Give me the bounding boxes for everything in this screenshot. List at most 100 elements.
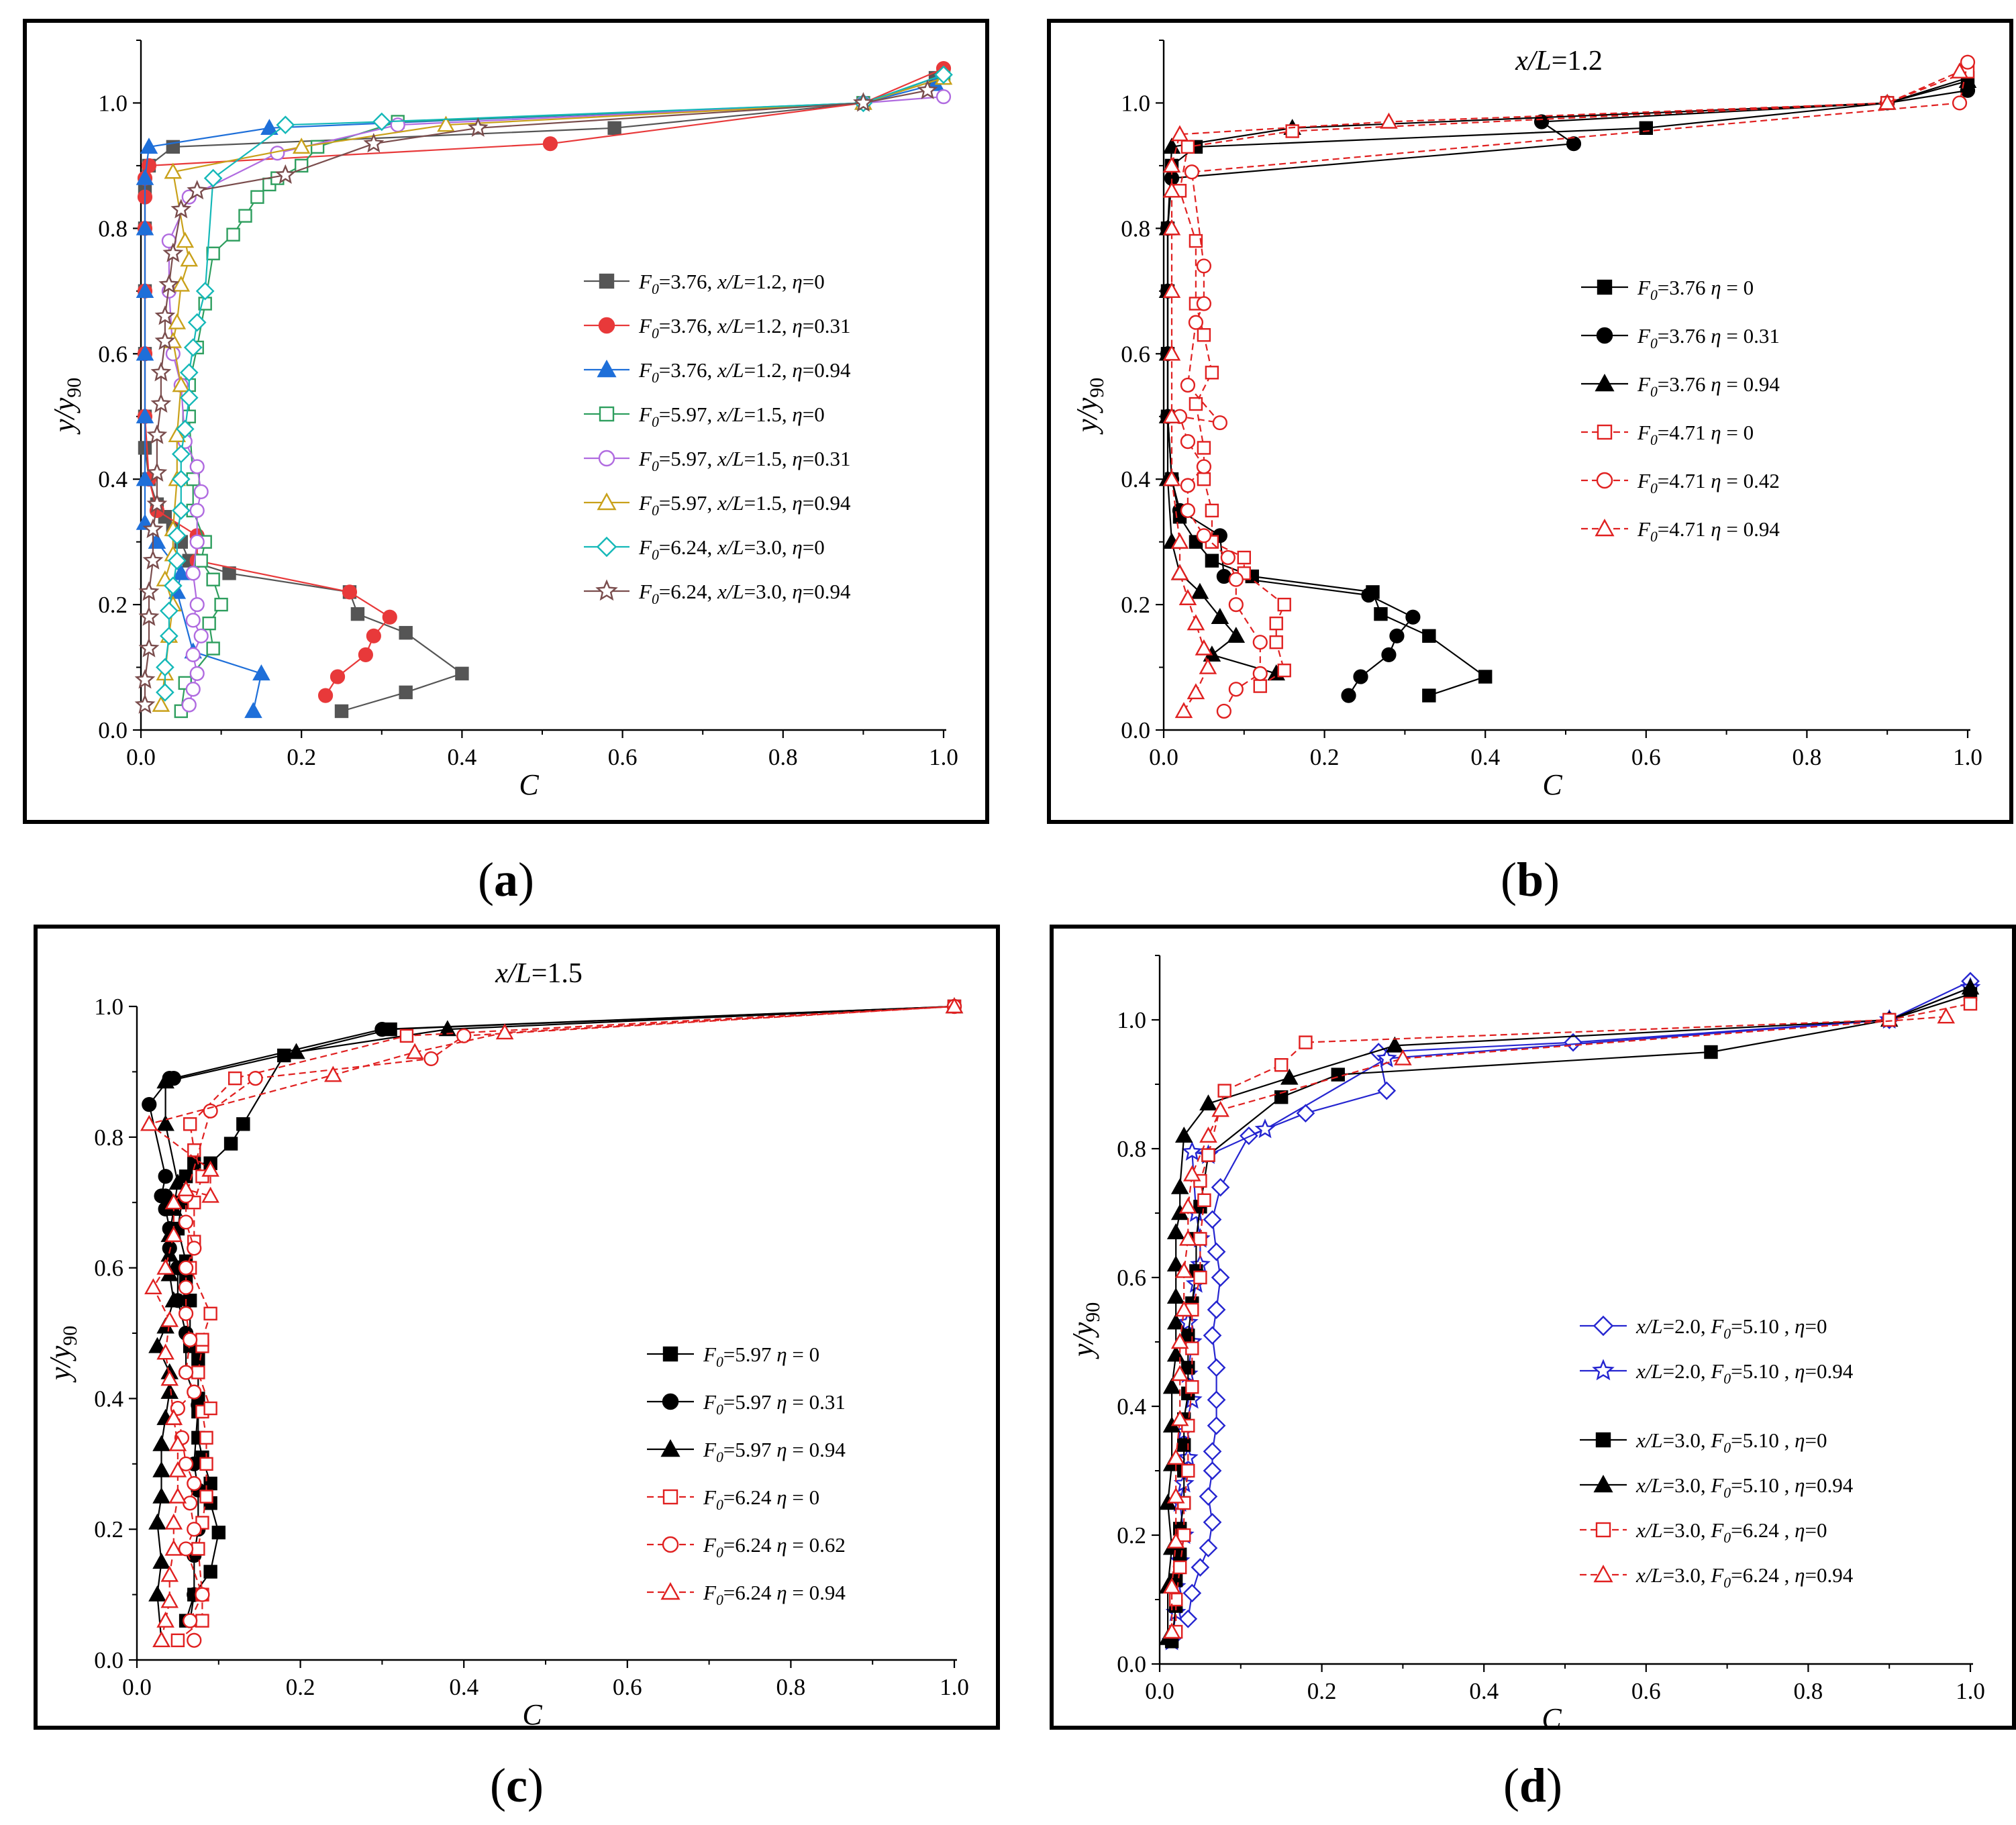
data-point [152, 1461, 170, 1477]
legend-marker [599, 273, 615, 289]
data-point [1566, 136, 1582, 152]
data-point [178, 1365, 194, 1380]
data-point [1178, 1229, 1197, 1246]
legend-label: F0=5.97 η = 0.94 [703, 1438, 846, 1465]
data-point [134, 669, 156, 689]
x-tick-label: 0.2 [1310, 744, 1340, 770]
data-point [1207, 1416, 1226, 1435]
data-point [156, 1343, 174, 1360]
series-4 [1172, 64, 1975, 693]
data-point [1162, 407, 1181, 423]
data-point [185, 566, 201, 581]
legend-label: F0=6.24 η = 0 [703, 1485, 819, 1513]
legend-label: F0=5.97, x/L=1.5, η=0.31 [638, 447, 851, 474]
series-7 [156, 65, 953, 702]
data-point [134, 694, 156, 714]
series-8 [134, 79, 938, 714]
data-point [1199, 1094, 1217, 1110]
x-tick-label: 0.2 [287, 744, 316, 770]
data-point [160, 1310, 179, 1327]
data-point [1180, 478, 1196, 493]
data-point [342, 584, 358, 600]
series-3 [1164, 987, 1978, 1649]
y-tick-label: 0.8 [1121, 215, 1150, 242]
legend-marker [1592, 1359, 1615, 1381]
data-point [607, 121, 621, 136]
y-tick-label: 0.2 [94, 1516, 123, 1543]
series-line [1166, 986, 1971, 1638]
data-point [144, 1278, 162, 1295]
legend: x/L=2.0, F0=5.10 , η=0 x/L=2.0, F0=5.10 ,… [1580, 1314, 1854, 1591]
data-point [1252, 666, 1268, 681]
x-axis-label: C [522, 1698, 542, 1726]
legend-label: F0=3.76, x/L=1.2, η=0.94 [638, 358, 851, 386]
data-point [164, 1226, 183, 1243]
data-point [136, 344, 154, 361]
x-axis-label: C [1542, 768, 1562, 801]
legend-marker [598, 450, 615, 467]
legend-marker [595, 579, 618, 601]
legend: F0=3.76, x/L=1.2, η=0 F0=3.76, x/L=1.2, η… [584, 270, 851, 607]
data-point [1181, 1141, 1203, 1161]
data-point [1180, 140, 1195, 154]
data-point [1184, 164, 1200, 180]
data-point [203, 1565, 217, 1579]
x-axis-label: C [1542, 1702, 1562, 1726]
data-point [945, 997, 964, 1014]
data-point [1205, 503, 1219, 518]
y-axis-label: y/y90 [44, 1326, 81, 1383]
data-point [160, 1592, 179, 1608]
data-point [1207, 1242, 1226, 1261]
data-point [142, 1097, 157, 1112]
y-tick-label: 0.4 [94, 1386, 123, 1412]
data-point [1274, 1090, 1289, 1104]
legend-marker [1597, 424, 1613, 440]
data-point [1269, 635, 1283, 649]
data-point [1203, 1442, 1222, 1461]
data-point [160, 626, 179, 645]
data-point [1172, 1560, 1187, 1575]
x-tick-label: 0.0 [1145, 1678, 1174, 1704]
data-point [175, 419, 195, 439]
data-point [1216, 703, 1231, 719]
data-point [203, 1401, 217, 1416]
data-point [1960, 54, 1976, 70]
series-5 [1172, 54, 1976, 719]
legend-marker [597, 492, 617, 511]
y-tick-label: 0.4 [1117, 1394, 1146, 1420]
data-point [183, 1117, 197, 1131]
data-point [138, 581, 160, 601]
data-point [1952, 95, 1968, 111]
data-point [1170, 1333, 1189, 1349]
series-3 [136, 74, 945, 719]
data-point [183, 1613, 198, 1628]
data-point [1196, 459, 1211, 474]
data-point [1201, 1148, 1215, 1162]
data-point [1195, 639, 1213, 656]
data-point [171, 501, 191, 520]
data-point [162, 242, 184, 262]
data-point [1174, 702, 1193, 719]
data-point [1228, 572, 1244, 587]
legend-marker [596, 536, 617, 558]
y-tick-label: 0.8 [94, 1125, 123, 1151]
series-6 [1162, 62, 1969, 719]
data-point [156, 683, 174, 702]
data-point [1199, 1539, 1218, 1558]
axes: 0.0 0.2 0.4 0.6 0.8 1.0 0.0 0.2 0.4 0.6 0.8 1.0 Cy/y… [1070, 40, 1982, 801]
data-point [1191, 1558, 1210, 1577]
chart-title: x/L=1.5 [495, 958, 583, 989]
data-point [160, 1565, 179, 1582]
data-point [168, 313, 187, 329]
data-point [158, 1169, 173, 1184]
data-point [358, 647, 373, 662]
data-point [1183, 1165, 1201, 1182]
data-point [199, 1490, 213, 1504]
data-point [156, 1611, 174, 1628]
caption-a-letter: a [494, 853, 518, 906]
x-tick-label: 1.0 [940, 1674, 969, 1700]
data-point [456, 1028, 472, 1043]
series-line [1171, 986, 1971, 1642]
x-tick-label: 0.0 [1149, 744, 1178, 770]
